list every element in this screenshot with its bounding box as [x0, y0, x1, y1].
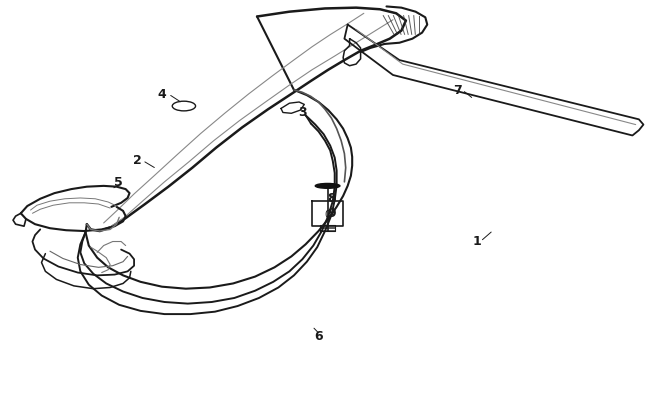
Text: 5: 5	[114, 176, 122, 189]
Text: 1: 1	[473, 234, 482, 247]
Text: 0: 0	[324, 209, 331, 219]
Ellipse shape	[315, 184, 340, 189]
Text: 9: 9	[327, 206, 336, 219]
Text: 6: 6	[314, 329, 323, 342]
Text: 8: 8	[327, 192, 336, 205]
Text: 2: 2	[133, 154, 142, 167]
Text: 7: 7	[453, 83, 462, 96]
Text: 4: 4	[157, 87, 166, 100]
Text: 3: 3	[298, 106, 307, 119]
